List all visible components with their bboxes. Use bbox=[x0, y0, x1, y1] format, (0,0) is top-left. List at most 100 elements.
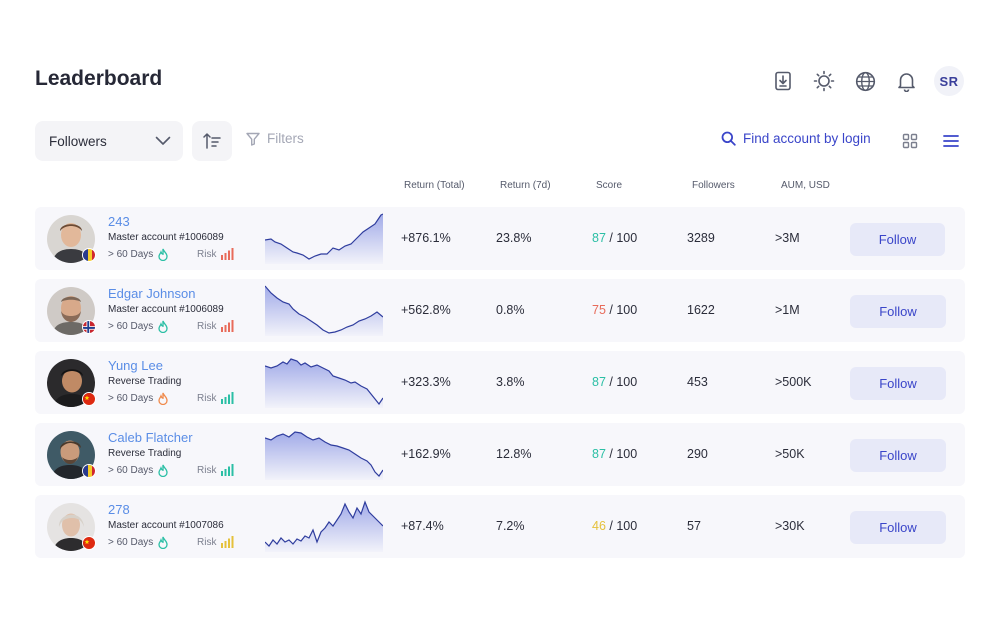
followers-count: 453 bbox=[687, 375, 708, 389]
followers-count: 1622 bbox=[687, 303, 715, 317]
trader-account: Master account #1007086 bbox=[108, 520, 224, 531]
flag-romania-icon bbox=[82, 248, 96, 262]
chevron-down-icon bbox=[155, 136, 171, 145]
score-value: 87 bbox=[592, 447, 606, 461]
return-sparkline bbox=[265, 213, 383, 264]
flame-icon bbox=[158, 536, 168, 549]
score: 75 / 100 bbox=[592, 303, 637, 317]
aum-value: >30K bbox=[775, 519, 805, 533]
aum-value: >500K bbox=[775, 375, 812, 389]
trader-account: Master account #1006089 bbox=[108, 232, 224, 243]
score-max: / 100 bbox=[609, 375, 638, 389]
page-title: Leaderboard bbox=[35, 67, 163, 90]
trading-days-label: > 60 Days bbox=[108, 321, 154, 332]
find-account-label: Find account by login bbox=[743, 131, 871, 146]
return-7d: 0.8% bbox=[496, 303, 525, 317]
follow-button[interactable]: Follow bbox=[850, 439, 946, 472]
table-row[interactable]: Yung Lee Reverse Trading > 60 Days Risk … bbox=[35, 351, 965, 414]
trading-days: > 60 Days bbox=[108, 392, 169, 405]
return-total: +323.3% bbox=[401, 375, 451, 389]
column-header-aum: AUM, USD bbox=[781, 180, 830, 191]
score: 87 / 100 bbox=[592, 447, 637, 461]
score-value: 87 bbox=[592, 375, 606, 389]
risk-bars-icon bbox=[221, 464, 234, 476]
risk-label: Risk bbox=[197, 536, 217, 548]
score: 46 / 100 bbox=[592, 519, 637, 533]
table-row[interactable]: 278 Master account #1007086 > 60 Days Ri… bbox=[35, 495, 965, 558]
followers-count: 3289 bbox=[687, 231, 715, 245]
risk-label: Risk bbox=[197, 392, 217, 404]
return-total: +87.4% bbox=[401, 519, 444, 533]
globe-icon[interactable] bbox=[851, 67, 879, 95]
score-value: 87 bbox=[592, 231, 606, 245]
risk-label: Risk bbox=[197, 248, 217, 260]
risk-bars-icon bbox=[221, 320, 234, 332]
sort-icon bbox=[203, 133, 221, 149]
flame-icon bbox=[158, 464, 168, 477]
trader-account: Master account #1006089 bbox=[108, 304, 224, 315]
trading-days: > 60 Days bbox=[108, 320, 169, 333]
risk-bars-icon bbox=[221, 248, 234, 260]
trading-days: > 60 Days bbox=[108, 248, 169, 261]
score-max: / 100 bbox=[609, 519, 638, 533]
trader-name[interactable]: Caleb Flatcher bbox=[108, 430, 193, 445]
aum-value: >50K bbox=[775, 447, 805, 461]
score-max: / 100 bbox=[609, 231, 638, 245]
flame-icon bbox=[158, 248, 168, 261]
column-header-return-total: Return (Total) bbox=[404, 180, 465, 191]
column-header-return-7d: Return (7d) bbox=[500, 180, 551, 191]
risk-label: Risk bbox=[197, 320, 217, 332]
column-header-followers: Followers bbox=[692, 180, 735, 191]
risk-bars-icon bbox=[221, 536, 234, 548]
risk-bars-icon bbox=[221, 392, 234, 404]
trading-days: > 60 Days bbox=[108, 464, 169, 477]
score-value: 75 bbox=[592, 303, 606, 317]
flag-china-icon bbox=[82, 536, 96, 550]
flag-china-icon bbox=[82, 392, 96, 406]
follow-button[interactable]: Follow bbox=[850, 511, 946, 544]
return-7d: 7.2% bbox=[496, 519, 525, 533]
list-view-icon[interactable] bbox=[943, 133, 959, 149]
grid-view-icon[interactable] bbox=[902, 133, 918, 149]
risk-indicator: Risk bbox=[197, 392, 234, 404]
followers-count: 290 bbox=[687, 447, 708, 461]
trading-days: > 60 Days bbox=[108, 536, 169, 549]
table-row[interactable]: 243 Master account #1006089 > 60 Days Ri… bbox=[35, 207, 965, 270]
user-avatar[interactable]: SR bbox=[934, 66, 964, 96]
risk-label: Risk bbox=[197, 464, 217, 476]
download-icon[interactable] bbox=[769, 67, 797, 95]
return-sparkline bbox=[265, 358, 383, 408]
risk-indicator: Risk bbox=[197, 536, 234, 548]
trader-account: Reverse Trading bbox=[108, 376, 182, 387]
follow-button[interactable]: Follow bbox=[850, 367, 946, 400]
follow-button[interactable]: Follow bbox=[850, 295, 946, 328]
trader-name[interactable]: Edgar Johnson bbox=[108, 286, 196, 301]
flame-icon bbox=[158, 392, 168, 405]
table-row[interactable]: Edgar Johnson Master account #1006089 > … bbox=[35, 279, 965, 342]
trading-days-label: > 60 Days bbox=[108, 249, 154, 260]
followers-count: 57 bbox=[687, 519, 701, 533]
sun-icon[interactable] bbox=[810, 67, 838, 95]
follow-button[interactable]: Follow bbox=[850, 223, 945, 256]
return-sparkline bbox=[265, 500, 383, 552]
find-account-button[interactable]: Find account by login bbox=[721, 131, 871, 146]
filters-button[interactable]: Filters bbox=[246, 131, 304, 146]
avatar bbox=[47, 287, 95, 335]
sort-order-button[interactable] bbox=[192, 121, 232, 161]
return-7d: 3.8% bbox=[496, 375, 525, 389]
score-max: / 100 bbox=[609, 303, 638, 317]
trader-name[interactable]: 243 bbox=[108, 214, 130, 229]
return-total: +876.1% bbox=[401, 231, 451, 245]
search-icon bbox=[721, 131, 736, 146]
sort-select[interactable]: Followers bbox=[35, 121, 183, 161]
trading-days-label: > 60 Days bbox=[108, 465, 154, 476]
risk-indicator: Risk bbox=[197, 248, 234, 260]
aum-value: >1M bbox=[775, 303, 800, 317]
filter-icon bbox=[246, 132, 260, 146]
score: 87 / 100 bbox=[592, 375, 637, 389]
bell-icon[interactable] bbox=[892, 67, 920, 95]
trader-name[interactable]: 278 bbox=[108, 502, 130, 517]
table-row[interactable]: Caleb Flatcher Reverse Trading > 60 Days… bbox=[35, 423, 965, 486]
sort-select-value: Followers bbox=[49, 133, 107, 149]
trader-name[interactable]: Yung Lee bbox=[108, 358, 163, 373]
